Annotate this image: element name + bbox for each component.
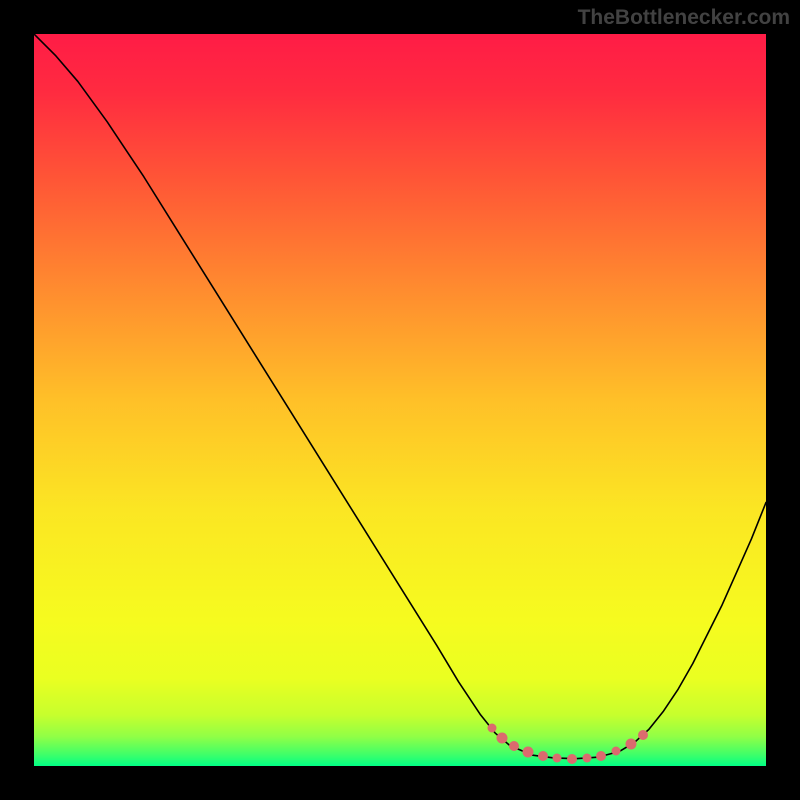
optimal-range-dot bbox=[567, 754, 577, 764]
optimal-range-dot bbox=[487, 723, 496, 732]
optimal-range-dot bbox=[625, 739, 636, 750]
optimal-range-dot bbox=[611, 747, 620, 756]
bottleneck-curve bbox=[34, 34, 766, 759]
optimal-range-dot bbox=[509, 741, 519, 751]
watermark-text: TheBottlenecker.com bbox=[578, 6, 790, 30]
optimal-range-dot bbox=[638, 730, 648, 740]
optimal-range-dot bbox=[497, 733, 508, 744]
optimal-range-dot bbox=[582, 753, 591, 762]
plot-area bbox=[34, 34, 766, 766]
optimal-range-dot bbox=[538, 751, 548, 761]
curve-layer bbox=[34, 34, 766, 766]
optimal-range-dot bbox=[596, 751, 606, 761]
optimal-range-dot bbox=[553, 753, 562, 762]
optimal-range-dot bbox=[523, 747, 534, 758]
chart-container: TheBottlenecker.com bbox=[0, 0, 800, 800]
